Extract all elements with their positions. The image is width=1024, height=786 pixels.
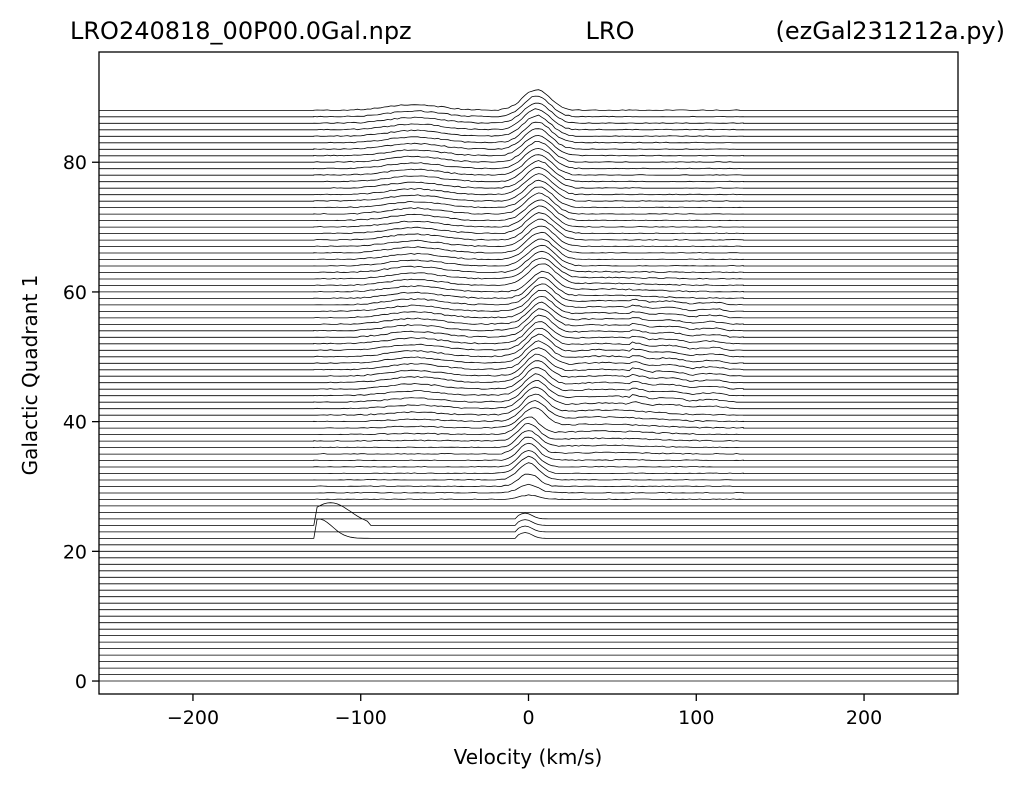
x-tick-label: 200 (846, 707, 882, 729)
spectrum-trace (99, 289, 958, 312)
spectrum-trace (99, 518, 958, 539)
spectrum-trace (99, 455, 958, 474)
spectrum-trace (99, 422, 958, 442)
spectrum-trace (99, 483, 958, 494)
chart-title: LRO (586, 17, 635, 45)
y-tick-label: 60 (63, 282, 87, 304)
spectrum-trace (99, 442, 958, 461)
spectrum-trace (99, 135, 958, 157)
x-tick-label: −200 (167, 707, 219, 729)
spectrum-trace (99, 301, 958, 325)
spectrum-trace (99, 102, 958, 124)
plot-border (98, 51, 959, 695)
x-axis-label: Velocity (km/s) (454, 745, 603, 769)
y-tick-label: 80 (63, 152, 87, 174)
spectra-traces (99, 89, 958, 682)
spectrum-trace (99, 321, 958, 345)
y-axis-ticks: 0 20 40 60 80 (63, 152, 99, 693)
spectrum-trace (99, 386, 958, 410)
spectrum-trace (99, 314, 958, 338)
spectrum-trace (99, 525, 958, 533)
spectrum-trace (99, 416, 958, 436)
y-tick-label: 40 (63, 412, 87, 434)
spectrum-trace (99, 114, 958, 137)
spectrum-trace (99, 407, 958, 429)
spectrum-trace (99, 308, 958, 332)
spectrum-trace (99, 283, 958, 306)
spectrum-trace (99, 360, 958, 384)
spectrum-trace (99, 257, 958, 280)
spectrum-trace (99, 173, 958, 196)
spectrum-trace (99, 393, 958, 416)
spectrum-trace (99, 373, 958, 397)
spectrum-trace (99, 347, 958, 371)
spectrum-trace (99, 400, 958, 423)
spectrum-trace (99, 160, 958, 183)
plot-frame (98, 51, 959, 695)
spectrum-trace (99, 244, 958, 267)
spectrum-trace (99, 353, 958, 377)
spectrum-trace (99, 148, 958, 170)
x-tick-label: 0 (522, 707, 534, 729)
spectrum-trace (99, 263, 958, 286)
spectrum-trace (99, 218, 958, 241)
spectrum-trace (99, 231, 958, 254)
spectrum-trace (99, 340, 958, 364)
spectrum-trace (99, 108, 958, 131)
spectrum-trace (99, 205, 958, 228)
spectrum-trace (99, 225, 958, 247)
y-tick-label: 0 (75, 671, 87, 693)
x-tick-label: −100 (335, 707, 387, 729)
spectrum-trace (99, 179, 958, 202)
spectrum-trace (99, 450, 958, 468)
spectrum-trace (99, 166, 958, 189)
spectrum-trace (99, 250, 958, 273)
header-left-text: LRO240818_00P00.0Gal.npz (70, 17, 412, 45)
spectrum-trace (99, 270, 958, 293)
spectrum-trace (99, 121, 958, 144)
spectrum-trace (99, 380, 958, 403)
spectrum-trace (99, 473, 958, 487)
x-tick-label: 100 (678, 707, 714, 729)
spectrum-trace (99, 141, 958, 163)
y-tick-label: 20 (63, 541, 87, 563)
spectrum-trace (99, 512, 958, 520)
spectrum-trace (99, 238, 958, 260)
spectrum-trace (99, 95, 958, 118)
spectrum-trace (99, 430, 958, 449)
spectrum-trace (99, 327, 958, 351)
spectrum-trace (99, 154, 958, 176)
spectrum-trace (99, 89, 958, 111)
spectrum-trace (99, 276, 958, 299)
spectrum-trace (99, 494, 958, 500)
header-right-text: (ezGal231212a.py) (776, 17, 1005, 45)
spectrum-trace (99, 128, 958, 150)
spectrum-trace (99, 462, 958, 481)
spectrum-trace (99, 502, 958, 526)
spectrum-trace (99, 333, 958, 358)
y-axis-label: Galactic Quadrant 1 (18, 275, 42, 476)
spectrum-trace (99, 212, 958, 235)
spectrum-trace (99, 186, 958, 209)
spectrum-trace (99, 192, 958, 215)
spectrum-trace (99, 367, 958, 390)
spectrum-trace (99, 199, 958, 222)
spectrum-trace (99, 436, 958, 455)
x-axis-ticks: −200 −100 0 100 200 (167, 694, 882, 729)
spectrum-trace (99, 296, 958, 319)
